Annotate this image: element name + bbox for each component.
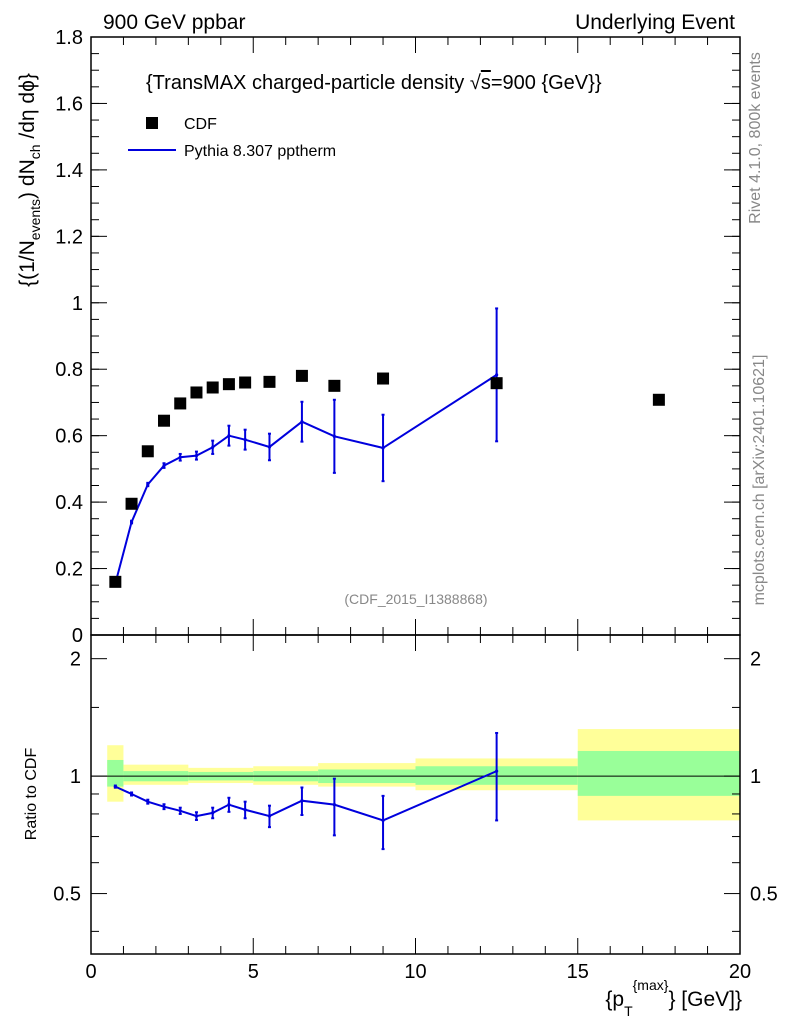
ratio-point xyxy=(243,808,247,812)
cdf-point xyxy=(125,497,138,510)
ratio-point xyxy=(146,800,150,804)
cdf-point xyxy=(239,376,252,389)
legend-cdf-label: CDF xyxy=(184,116,217,133)
main-ytick-label: 0.6 xyxy=(55,426,83,448)
ratio-point xyxy=(300,799,304,803)
xlabel: {pT{max}} [GeV]} xyxy=(605,977,742,1019)
cdf-point xyxy=(263,375,276,388)
xtick-label: 10 xyxy=(404,961,426,983)
xtick-label: 5 xyxy=(248,961,259,983)
ratio-series-line xyxy=(114,770,498,822)
main-ytick-label: 0.8 xyxy=(55,359,83,381)
cdf-point xyxy=(190,386,203,399)
ratio-point xyxy=(113,785,117,789)
cdf-point xyxy=(206,381,219,394)
xtick-label: 15 xyxy=(567,961,589,983)
header-right: Underlying Event xyxy=(575,11,735,34)
ratio-ytick-label-right: 1 xyxy=(750,766,761,788)
pythia-point xyxy=(381,446,385,450)
pythia-point xyxy=(332,434,336,438)
main-ytick-label: 0.2 xyxy=(55,559,83,581)
ratio-point xyxy=(194,814,199,818)
cdf-point xyxy=(109,575,122,588)
ratio-band-inner xyxy=(577,750,740,796)
ratio-point xyxy=(227,803,231,807)
header-left: 900 GeV ppbar xyxy=(103,11,245,34)
ratio-ytick-label: 2 xyxy=(70,649,81,671)
legend: CDF Pythia 8.307 pptherm xyxy=(128,116,336,160)
main-ylabel: {(1/Nevents) dNch /dη dϕ} xyxy=(16,73,43,287)
pythia-point xyxy=(300,420,304,424)
cdf-point xyxy=(328,379,341,392)
rivet-label: Rivet 4.1.0, 800k events xyxy=(747,52,764,224)
pythia-point xyxy=(211,445,215,449)
cdf-point xyxy=(652,393,665,406)
main-title: {TransMAX charged-particle density √s=90… xyxy=(146,72,602,94)
pythia-point xyxy=(129,520,134,524)
pythia-point xyxy=(162,463,166,468)
mcplots-label: mcplots.cern.ch [arXiv:2401.10621] xyxy=(751,355,768,606)
cdf-point xyxy=(295,369,308,382)
main-ytick-label: 1 xyxy=(72,293,83,315)
cdf-point xyxy=(174,397,187,410)
xtick-label: 0 xyxy=(85,961,96,983)
ratio-point xyxy=(129,792,134,796)
pythia-point xyxy=(178,455,182,459)
ratio-point xyxy=(211,811,215,815)
xtick-label: 20 xyxy=(729,961,751,983)
main-ytick-label: 1.6 xyxy=(55,93,83,115)
ratio-point xyxy=(267,814,272,818)
legend-cdf-marker xyxy=(146,117,158,129)
ratio-plot-area xyxy=(91,729,740,851)
ratio-ylabel: Ratio to CDF xyxy=(23,748,40,841)
main-ytick-label: 0.4 xyxy=(55,492,83,514)
main-ticks: 0 0.2 0.4 0.6 0.8 1 1.2 1.4 1.6 1.8 xyxy=(55,27,741,647)
pythia-point xyxy=(495,373,499,377)
ratio-point xyxy=(495,769,499,773)
pythia-point xyxy=(227,434,231,438)
main-panel: 0 0.2 0.4 0.6 0.8 1 1.2 1.4 1.6 1.8 {TransMAX cha… xyxy=(16,27,741,647)
ratio-ytick-label-right: 0.5 xyxy=(750,884,778,906)
main-plot-area xyxy=(109,307,665,588)
cdf-point xyxy=(377,372,390,385)
ratio-point xyxy=(332,803,336,807)
pythia-series-line xyxy=(114,374,498,584)
ratio-point xyxy=(178,809,182,813)
ratio-point xyxy=(381,818,385,823)
main-ytick-label: 1.2 xyxy=(55,226,83,248)
ratio-panel: 0.5 0.51 12 20 5 10 15 20 Ratio to CDF {pT{max}… xyxy=(23,634,778,1019)
cdf-point xyxy=(141,445,154,458)
cdf-point xyxy=(490,377,503,390)
ratio-ytick-label: 0.5 xyxy=(53,884,81,906)
cdf-point xyxy=(222,378,235,391)
main-ytick-label: 1.8 xyxy=(55,27,83,49)
pythia-point xyxy=(194,454,199,458)
ratio-band-inner xyxy=(107,759,124,787)
legend-pythia-label: Pythia 8.307 pptherm xyxy=(184,143,336,160)
main-ytick-label: 1.4 xyxy=(55,160,83,182)
pythia-point xyxy=(146,482,150,487)
pythia-point xyxy=(243,438,247,442)
ratio-point xyxy=(162,805,166,809)
ratio-ytick-label-right: 2 xyxy=(750,649,761,671)
main-ytick-label: 0 xyxy=(72,625,83,647)
analysis-watermark: (CDF_2015_I1388868) xyxy=(344,591,487,607)
ratio-ticks: 0.5 0.51 12 20 5 10 15 20 xyxy=(53,635,778,983)
ratio-ytick-label: 1 xyxy=(70,766,81,788)
cdf-point xyxy=(158,414,171,427)
pythia-point xyxy=(267,445,272,449)
